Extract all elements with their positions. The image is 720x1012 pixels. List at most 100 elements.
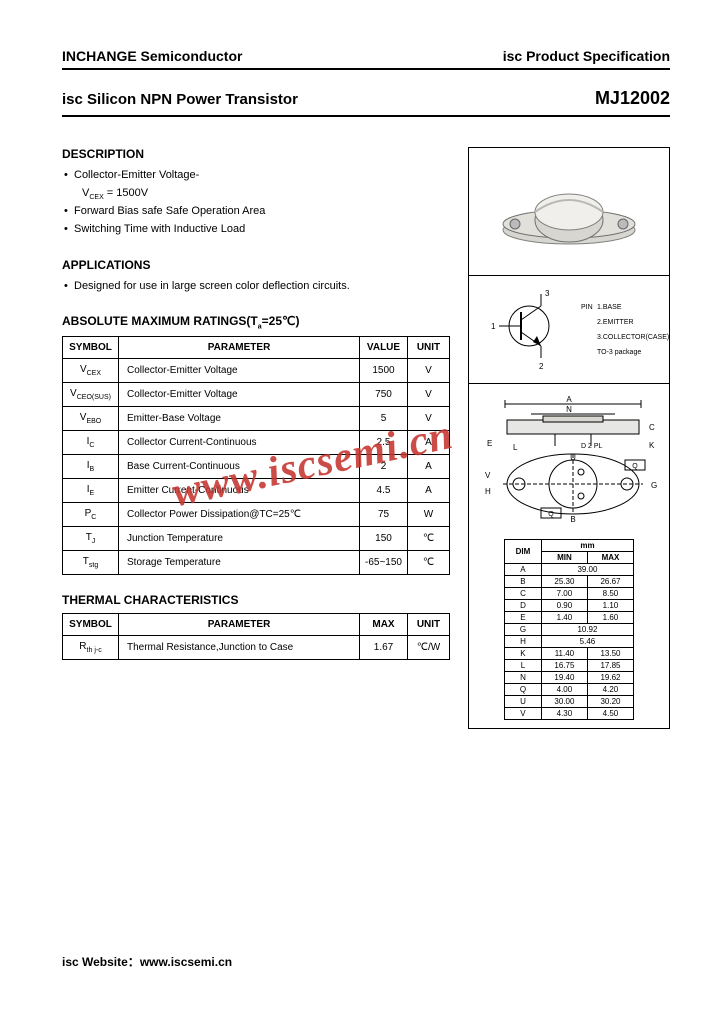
table-row: Q4.004.20	[505, 684, 634, 696]
table-row: VEBO Emitter-Base Voltage 5 V	[63, 407, 450, 431]
cell-min: 30.00	[541, 696, 587, 708]
cell-param: Collector-Emitter Voltage	[119, 383, 360, 407]
cell-symbol: VEBO	[63, 407, 119, 431]
cell-unit: W	[408, 503, 450, 527]
cell-unit: A	[408, 431, 450, 455]
cell-symbol: IE	[63, 479, 119, 503]
cell-min: 0.90	[541, 600, 587, 612]
col-parameter: PARAMETER	[119, 614, 360, 636]
cell-value: 4.5	[360, 479, 408, 503]
cell-unit: ℃	[408, 551, 450, 575]
table-header-row: SYMBOL PARAMETER VALUE UNIT	[63, 337, 450, 359]
cell-symbol: TJ	[63, 527, 119, 551]
cell-param: Collector Power Dissipation@TC=25℃	[119, 503, 360, 527]
footer-url: www.iscsemi.cn	[140, 955, 232, 969]
cell-dim: G	[505, 624, 542, 636]
cell-symbol: Rth j-c	[63, 636, 119, 660]
cell-value: 2	[360, 455, 408, 479]
table-row: U30.0030.20	[505, 696, 634, 708]
to3-package-icon	[499, 184, 639, 252]
svg-text:A: A	[566, 395, 572, 404]
table-row: IC Collector Current-Continuous 2.5 A	[63, 431, 450, 455]
table-row: L16.7517.85	[505, 660, 634, 672]
cell-min: 11.40	[541, 648, 587, 660]
cell-dim: V	[505, 708, 542, 720]
cell-dim: N	[505, 672, 542, 684]
cell-max: 17.85	[587, 660, 633, 672]
cell-dim: B	[505, 576, 542, 588]
cell-min: 4.00	[541, 684, 587, 696]
cell-min: 25.30	[541, 576, 587, 588]
cell-value: 75	[360, 503, 408, 527]
table-row: TJ Junction Temperature 150 ℃	[63, 527, 450, 551]
table-row: VCEX Collector-Emitter Voltage 1500 V	[63, 359, 450, 383]
footer-label: isc Website：	[62, 955, 140, 969]
table-row: Rth j-c Thermal Resistance,Junction to C…	[63, 636, 450, 660]
cell-symbol: VCEX	[63, 359, 119, 383]
table-row: IE Emitter Current-Continuous 4.5 A	[63, 479, 450, 503]
svg-text:H: H	[485, 487, 491, 496]
cell-param: Storage Temperature	[119, 551, 360, 575]
col-min: MIN	[541, 552, 587, 564]
cell-symbol: VCEO(SUS)	[63, 383, 119, 407]
left-column: DESCRIPTION Collector-Emitter Voltage- V…	[62, 147, 450, 729]
cell-value: -65~150	[360, 551, 408, 575]
cell-value: 1.67	[360, 636, 408, 660]
table-row: VCEO(SUS) Collector-Emitter Voltage 750 …	[63, 383, 450, 407]
app-item: Designed for use in large screen color d…	[74, 278, 450, 296]
cell-param: Emitter Current-Continuous	[119, 479, 360, 503]
footer: isc Website：www.iscsemi.cn	[62, 953, 232, 970]
cell-symbol: PC	[63, 503, 119, 527]
col-dim: DIM	[505, 540, 542, 564]
cell-max: 4.50	[587, 708, 633, 720]
cell-param: Collector-Emitter Voltage	[119, 359, 360, 383]
cell-dim: D	[505, 600, 542, 612]
svg-text:Q: Q	[632, 463, 638, 470]
svg-text:K: K	[649, 441, 655, 450]
cell-max: 19.62	[587, 672, 633, 684]
desc-item: Collector-Emitter Voltage- VCEX = 1500V	[74, 167, 450, 203]
cell-max: 8.50	[587, 588, 633, 600]
cell-max: 4.20	[587, 684, 633, 696]
cell-dim: U	[505, 696, 542, 708]
cell-unit: V	[408, 407, 450, 431]
cell-param: Base Current-Continuous	[119, 455, 360, 479]
cell-val: 10.92	[541, 624, 633, 636]
cell-dim: K	[505, 648, 542, 660]
cell-min: 4.30	[541, 708, 587, 720]
cell-value: 750	[360, 383, 408, 407]
svg-text:Q: Q	[548, 511, 554, 518]
description-list: Collector-Emitter Voltage- VCEX = 1500V …	[62, 167, 450, 238]
outline-drawing-icon: A N C E L D 2 PL K	[473, 390, 667, 528]
cell-min: 16.75	[541, 660, 587, 672]
cell-dim: E	[505, 612, 542, 624]
table-row: C7.008.50	[505, 588, 634, 600]
header-rule	[62, 68, 670, 70]
product-line: isc Silicon NPN Power Transistor	[62, 91, 298, 108]
table-row: V4.304.50	[505, 708, 634, 720]
cell-min: 1.40	[541, 612, 587, 624]
svg-text:G: G	[651, 481, 657, 490]
sidebar-box: 3 1 2 PIN 1.BASE 2.EMITTER 3.COLLECTOR(C…	[468, 147, 670, 729]
cell-max: 13.50	[587, 648, 633, 660]
title-rule	[62, 115, 670, 117]
svg-text:1.BASE: 1.BASE	[597, 304, 622, 311]
cell-unit: ℃	[408, 527, 450, 551]
cell-symbol: IC	[63, 431, 119, 455]
applications-heading: APPLICATIONS	[62, 258, 450, 272]
col-parameter: PARAMETER	[119, 337, 360, 359]
description-heading: DESCRIPTION	[62, 147, 450, 161]
table-row: D0.901.10	[505, 600, 634, 612]
cell-val: 5.46	[541, 636, 633, 648]
dimensions-table: DIMmm MINMAX A39.00B25.3026.67C7.008.50D…	[504, 539, 634, 720]
col-mm: mm	[541, 540, 633, 552]
svg-text:1: 1	[491, 322, 496, 331]
col-max: MAX	[360, 614, 408, 636]
svg-text:U: U	[570, 453, 576, 462]
cell-param: Thermal Resistance,Junction to Case	[119, 636, 360, 660]
col-symbol: SYMBOL	[63, 614, 119, 636]
col-max: MAX	[587, 552, 633, 564]
table-row: Tstg Storage Temperature -65~150 ℃	[63, 551, 450, 575]
svg-text:D 2 PL: D 2 PL	[581, 443, 603, 450]
table-row: H5.46	[505, 636, 634, 648]
